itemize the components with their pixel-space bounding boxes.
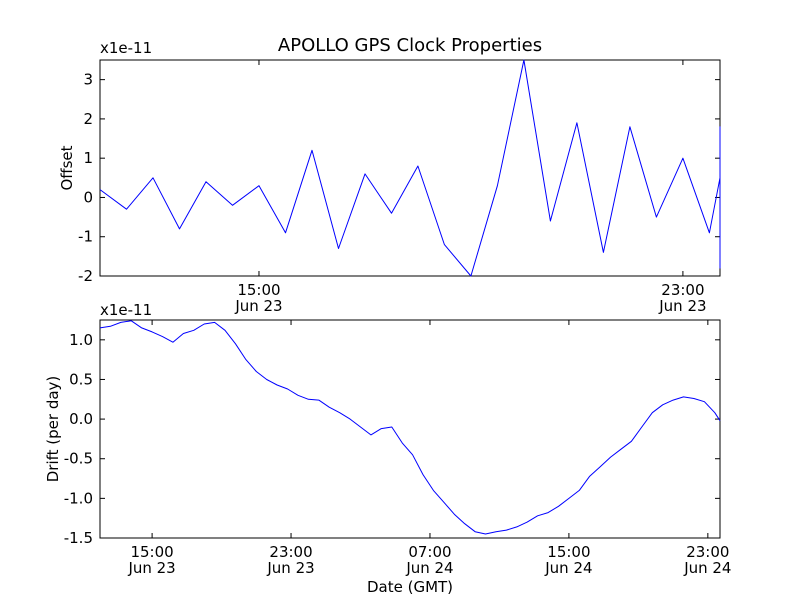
offset-x-tick-time: 23:00 <box>661 281 704 299</box>
drift-x-tick-time: 15:00 <box>130 543 173 561</box>
offset-y-tick-label: 0 <box>83 188 93 206</box>
offset-x-tick-date: Jun 23 <box>658 297 706 315</box>
drift-series-line <box>99 320 721 535</box>
drift-x-tick-time: 23:00 <box>269 543 312 561</box>
drift-y-tick-label: 0.5 <box>69 370 93 388</box>
drift-axes-frame <box>99 319 721 539</box>
drift-x-tick-time: 15:00 <box>547 543 590 561</box>
offset-series-layer <box>99 59 721 277</box>
drift-axes: x1e-11 Drift (per day) -1.5 -1.0 -0.5 0.0 0.… <box>44 301 731 596</box>
drift-x-axis-label: Date (GMT) <box>367 578 453 596</box>
drift-x-tick-time: 07:00 <box>408 543 451 561</box>
drift-x-tick-date: Jun 24 <box>405 559 453 577</box>
drift-y-tick-label: 0.0 <box>69 410 93 428</box>
offset-y-axis-label: Offset <box>58 145 76 190</box>
offset-x-tick-time: 15:00 <box>237 281 280 299</box>
drift-y-ticks: -1.5 -1.0 -0.5 0.0 0.5 1.0 <box>64 331 720 547</box>
offset-y-multiplier: x1e-11 <box>100 39 152 57</box>
offset-y-tick-label: 1 <box>83 149 93 167</box>
drift-x-tick-date: Jun 23 <box>127 559 175 577</box>
offset-y-tick-label: 3 <box>83 71 93 89</box>
drift-y-axis-label: Drift (per day) <box>44 376 62 483</box>
offset-axes-frame <box>99 59 721 277</box>
drift-y-tick-label: -1.5 <box>64 529 93 547</box>
drift-series-layer <box>99 320 721 535</box>
offset-y-tick-label: -1 <box>78 228 93 246</box>
drift-y-tick-label: -0.5 <box>64 450 93 468</box>
offset-y-ticks: -2 -1 0 1 2 3 <box>78 71 720 285</box>
drift-y-tick-label: 1.0 <box>69 331 93 349</box>
offset-y-tick-label: -2 <box>78 267 93 285</box>
drift-x-tick-time: 23:00 <box>686 543 729 561</box>
figure-title: APOLLO GPS Clock Properties <box>278 35 542 56</box>
drift-y-multiplier: x1e-11 <box>100 301 152 319</box>
offset-x-tick-date: Jun 23 <box>234 297 282 315</box>
offset-y-tick-label: 2 <box>83 110 93 128</box>
drift-x-tick-date: Jun 24 <box>544 559 592 577</box>
drift-x-tick-date: Jun 24 <box>683 559 731 577</box>
drift-y-tick-label: -1.0 <box>64 489 93 507</box>
drift-x-tick-date: Jun 23 <box>266 559 314 577</box>
offset-series-line <box>99 59 721 277</box>
